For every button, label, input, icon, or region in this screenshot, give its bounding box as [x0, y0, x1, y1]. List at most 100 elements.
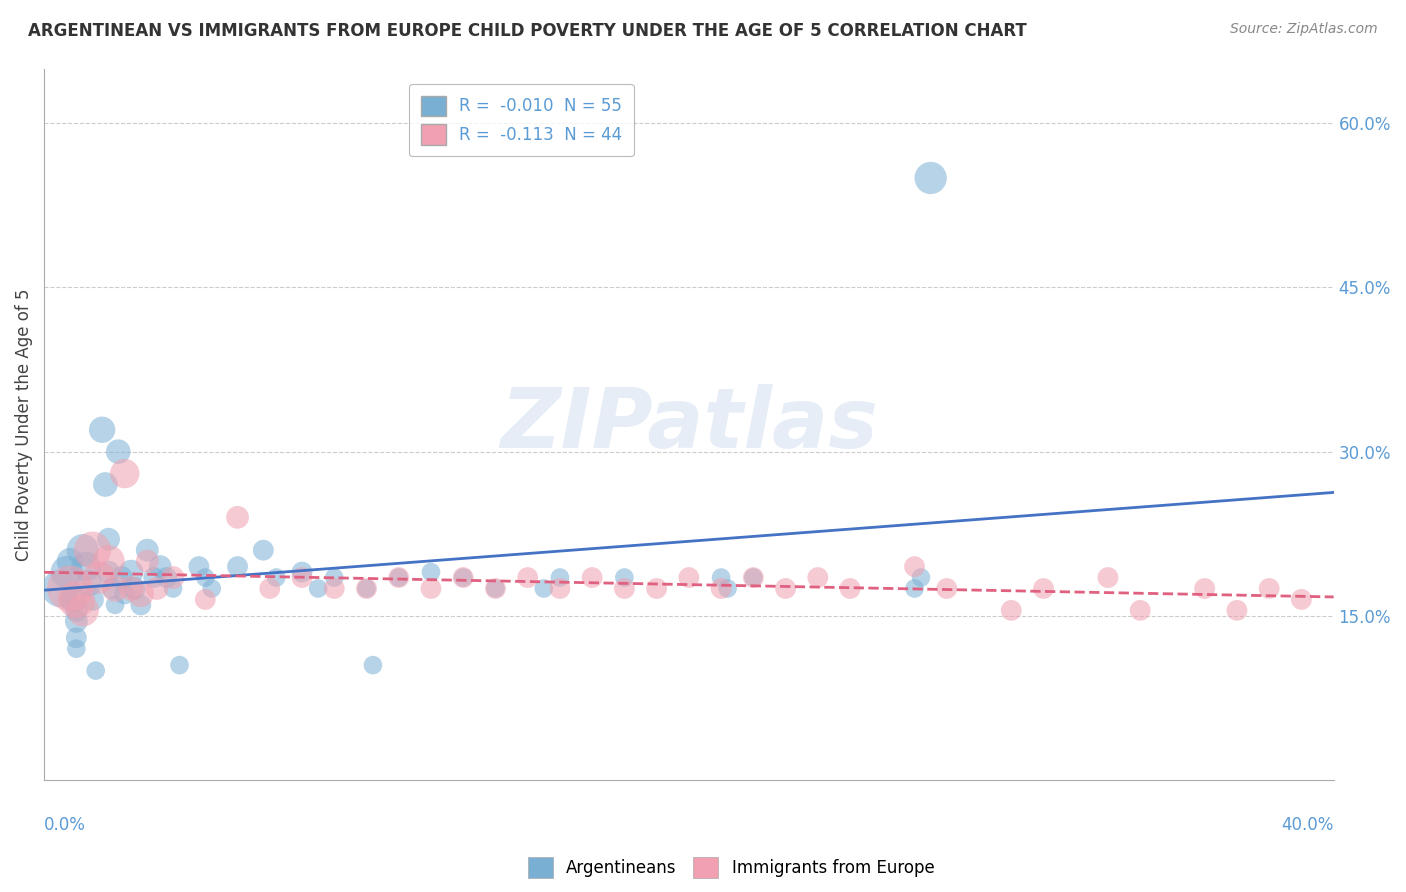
Point	[91, 423, 114, 437]
Point	[97, 565, 120, 579]
Point	[124, 582, 146, 596]
Point	[742, 570, 765, 584]
Point	[935, 582, 957, 596]
Point	[1194, 582, 1216, 596]
Point	[114, 467, 136, 481]
Point	[548, 582, 571, 596]
Point	[716, 582, 738, 596]
Point	[910, 570, 932, 584]
Point	[110, 570, 132, 584]
Point	[142, 570, 165, 584]
Point	[59, 582, 82, 596]
Text: 0.0%: 0.0%	[44, 815, 86, 834]
Text: Source: ZipAtlas.com: Source: ZipAtlas.com	[1230, 22, 1378, 37]
Point	[82, 543, 104, 558]
Point	[194, 592, 217, 607]
Point	[104, 598, 127, 612]
Legend: Argentineans, Immigrants from Europe: Argentineans, Immigrants from Europe	[522, 851, 941, 884]
Point	[72, 603, 94, 617]
Point	[226, 510, 249, 524]
Point	[264, 570, 287, 584]
Point	[77, 576, 100, 591]
Point	[678, 570, 700, 584]
Point	[1258, 582, 1281, 596]
Point	[1032, 582, 1054, 596]
Point	[101, 582, 124, 596]
Point	[1226, 603, 1249, 617]
Point	[114, 587, 136, 601]
Point	[307, 582, 329, 596]
Point	[120, 582, 142, 596]
Point	[581, 570, 603, 584]
Point	[62, 592, 84, 607]
Point	[194, 570, 217, 584]
Text: 40.0%: 40.0%	[1281, 815, 1334, 834]
Point	[87, 570, 110, 584]
Point	[710, 582, 733, 596]
Point	[84, 664, 107, 678]
Point	[129, 587, 152, 601]
Point	[388, 570, 411, 584]
Point	[710, 570, 733, 584]
Y-axis label: Child Poverty Under the Age of 5: Child Poverty Under the Age of 5	[15, 288, 32, 560]
Point	[97, 554, 120, 568]
Point	[104, 582, 127, 596]
Point	[226, 559, 249, 574]
Point	[645, 582, 668, 596]
Point	[388, 570, 411, 584]
Point	[1129, 603, 1152, 617]
Point	[107, 444, 129, 458]
Point	[903, 559, 925, 574]
Point	[1000, 603, 1022, 617]
Point	[548, 570, 571, 584]
Point	[516, 570, 538, 584]
Point	[613, 582, 636, 596]
Point	[97, 533, 120, 547]
Point	[420, 565, 443, 579]
Point	[201, 582, 224, 596]
Point	[807, 570, 830, 584]
Legend: R =  -0.010  N = 55, R =  -0.113  N = 44: R = -0.010 N = 55, R = -0.113 N = 44	[409, 84, 634, 156]
Point	[323, 570, 346, 584]
Point	[291, 570, 314, 584]
Point	[920, 171, 942, 186]
Point	[146, 582, 169, 596]
Point	[252, 543, 274, 558]
Point	[259, 582, 281, 596]
Point	[156, 570, 179, 584]
Point	[484, 582, 506, 596]
Text: ARGENTINEAN VS IMMIGRANTS FROM EUROPE CHILD POVERTY UNDER THE AGE OF 5 CORRELATI: ARGENTINEAN VS IMMIGRANTS FROM EUROPE CH…	[28, 22, 1026, 40]
Text: ZIPatlas: ZIPatlas	[501, 384, 877, 465]
Point	[451, 570, 474, 584]
Point	[65, 592, 87, 607]
Point	[59, 554, 82, 568]
Point	[49, 582, 72, 596]
Point	[72, 543, 94, 558]
Point	[94, 477, 117, 491]
Point	[136, 554, 159, 568]
Point	[291, 565, 314, 579]
Point	[65, 631, 87, 645]
Point	[356, 582, 378, 596]
Point	[451, 570, 474, 584]
Point	[65, 615, 87, 629]
Point	[162, 570, 184, 584]
Point	[136, 543, 159, 558]
Point	[361, 658, 384, 673]
Point	[162, 582, 184, 596]
Point	[1291, 592, 1313, 607]
Point	[533, 582, 555, 596]
Point	[129, 598, 152, 612]
Point	[839, 582, 862, 596]
Point	[75, 559, 97, 574]
Point	[65, 641, 87, 656]
Point	[484, 582, 506, 596]
Point	[613, 570, 636, 584]
Point	[55, 565, 77, 579]
Point	[742, 570, 765, 584]
Point	[775, 582, 797, 596]
Point	[65, 603, 87, 617]
Point	[356, 582, 378, 596]
Point	[149, 559, 172, 574]
Point	[187, 559, 209, 574]
